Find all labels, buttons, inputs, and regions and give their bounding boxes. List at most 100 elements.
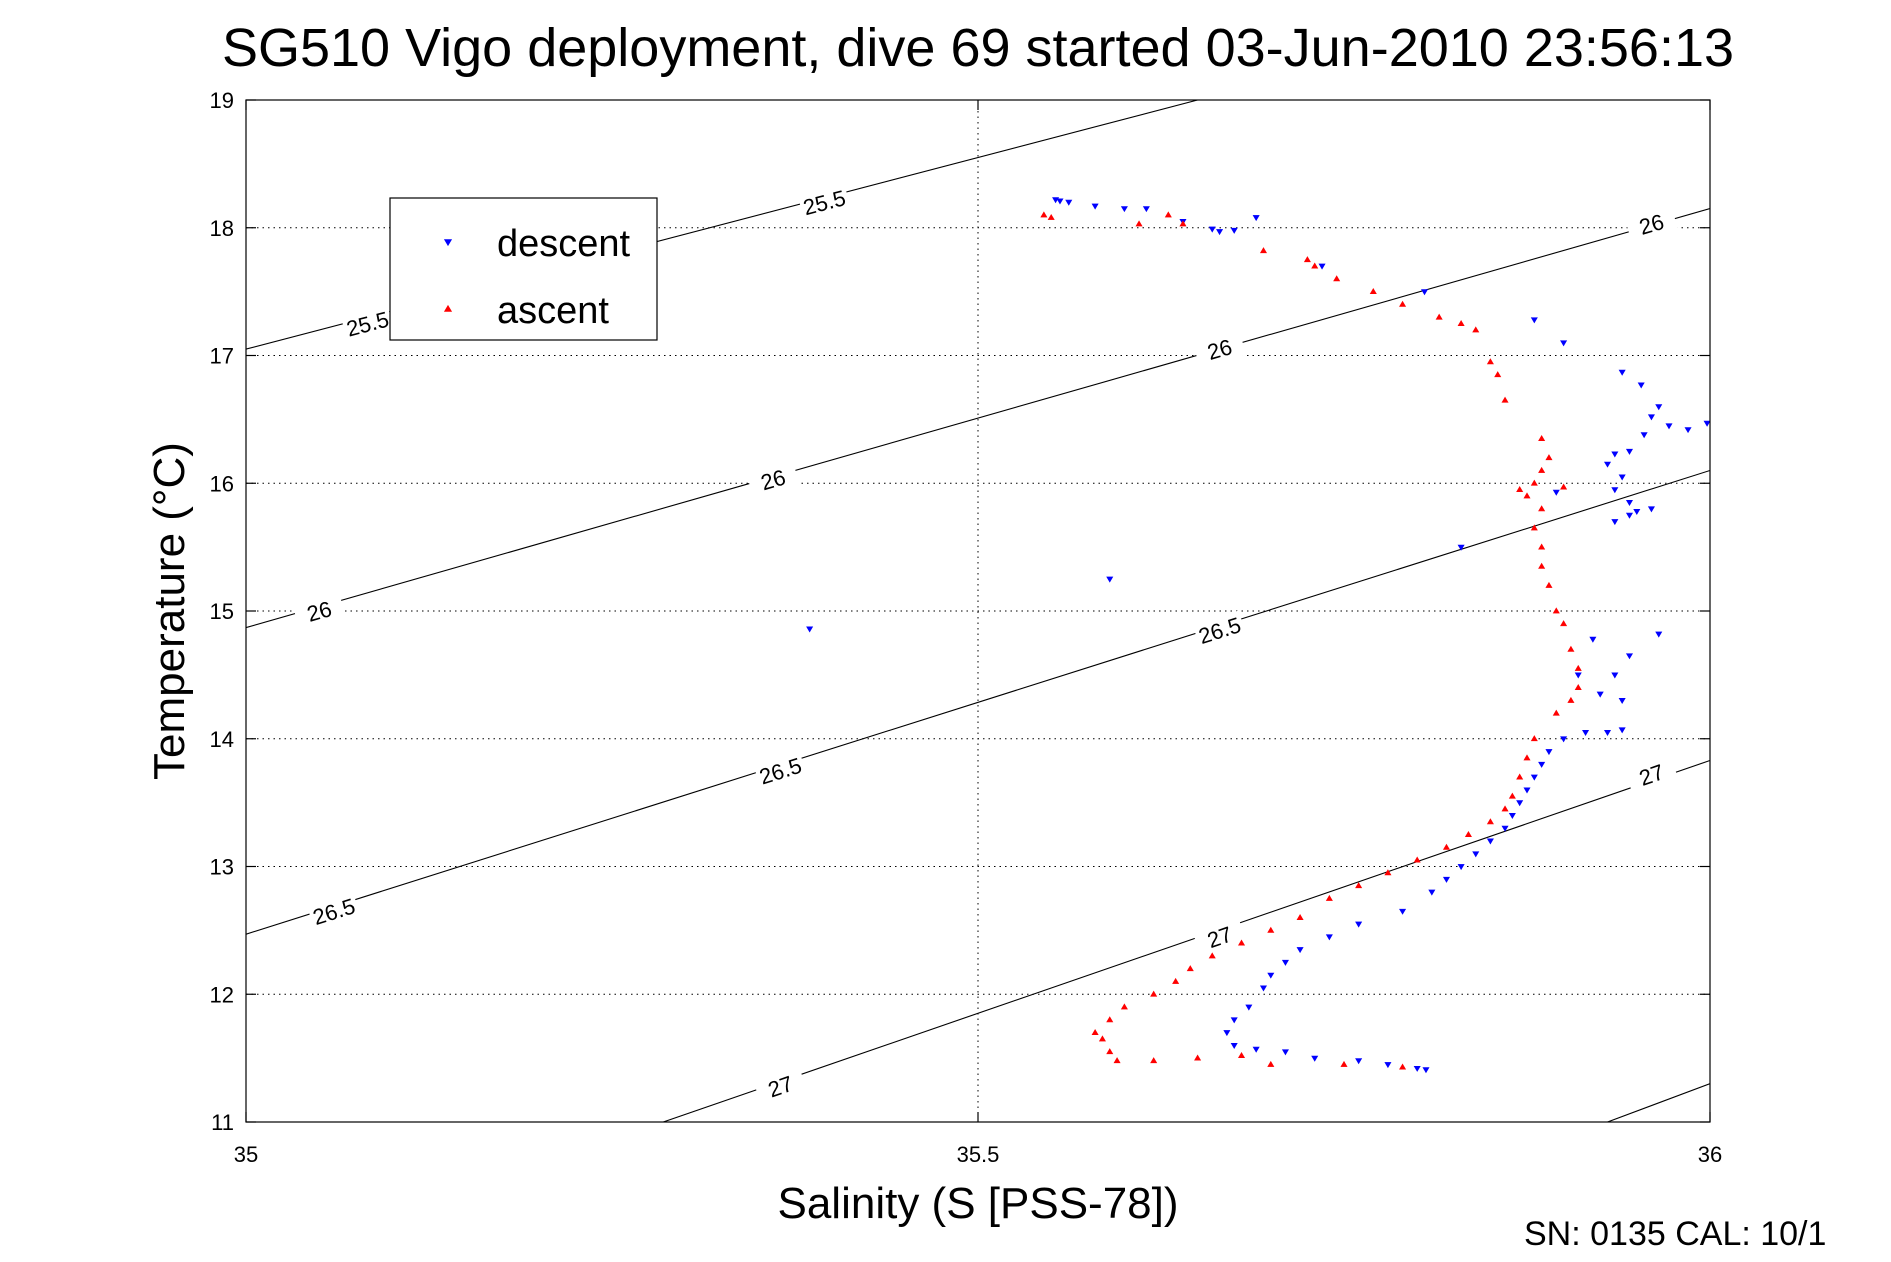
- descent-point-55: [1486, 838, 1494, 845]
- ascent-point-66: [1399, 1063, 1407, 1070]
- contour-label-gap: [797, 183, 851, 221]
- legend: descent ascent: [389, 197, 658, 341]
- ascent-point-47: [1325, 894, 1333, 901]
- ascent-point-6: [1303, 256, 1311, 263]
- ascent-point-49: [1267, 926, 1275, 933]
- ascent-point-46: [1355, 882, 1363, 889]
- ascent-point-17: [1538, 434, 1546, 441]
- ascent-point-32: [1574, 664, 1582, 671]
- contour-label-26-5-2: 26.5: [1192, 610, 1247, 650]
- ascent-point-0: [1040, 211, 1048, 218]
- legend-label-descent: descent: [497, 223, 631, 265]
- series-descent: [806, 197, 1710, 1074]
- descent-point-40: [1589, 636, 1597, 643]
- ascent-point-21: [1523, 492, 1531, 499]
- y-tick-label-11: 11: [211, 1110, 234, 1135]
- descent-point-34: [1457, 544, 1465, 551]
- ascent-point-29: [1552, 607, 1560, 614]
- ascent-point-24: [1538, 505, 1546, 512]
- descent-point-20: [1703, 420, 1710, 427]
- ascent-point-59: [1106, 1048, 1114, 1055]
- descent-point-62: [1325, 934, 1333, 941]
- descent-point-39: [1611, 672, 1619, 679]
- contour-label-gap: [1192, 916, 1247, 957]
- ascent-point-39: [1508, 792, 1516, 799]
- contour-label-25-5-0: 25.5: [341, 304, 395, 343]
- descent-point-46: [1582, 729, 1590, 736]
- contour-label-26-3: 26: [1624, 204, 1679, 244]
- descent-point-2: [1065, 199, 1073, 206]
- contour-label-gap: [292, 591, 346, 631]
- ascent-point-37: [1523, 754, 1531, 761]
- ascent-point-64: [1267, 1060, 1275, 1067]
- descent-point-12: [1420, 289, 1429, 296]
- ascent-point-12: [1457, 319, 1465, 326]
- descent-point-16: [1637, 382, 1645, 389]
- descent-point-25: [1603, 461, 1612, 468]
- descent-point-41: [1574, 672, 1582, 679]
- ascent-point-26: [1538, 543, 1546, 550]
- series-ascent: [1040, 211, 1582, 1070]
- contour-label-26-5-1: 26.5: [753, 751, 808, 791]
- ascent-point-22: [1516, 486, 1524, 493]
- descent-point-29: [1633, 508, 1641, 515]
- descent-point-51: [1523, 787, 1531, 794]
- contour-label-gap: [341, 304, 395, 343]
- x-tick-label-35-5: 35.5: [957, 1142, 1000, 1167]
- ascent-point-14: [1486, 358, 1494, 365]
- ascent-point-7: [1311, 262, 1319, 269]
- descent-point-47: [1560, 736, 1568, 743]
- ascent-point-63: [1237, 1051, 1246, 1058]
- contour-label-26-1: 26: [746, 460, 800, 499]
- descent-point-8: [1216, 229, 1224, 236]
- descent-point-31: [1625, 512, 1634, 519]
- contour-label-27-1: 27: [1192, 916, 1247, 957]
- ascent-point-15: [1494, 371, 1502, 378]
- descent-point-68: [1230, 1017, 1238, 1024]
- y-tick-label-12: 12: [210, 982, 234, 1007]
- ascent-point-53: [1172, 977, 1180, 984]
- ascent-point-2: [1164, 211, 1172, 218]
- descent-point-3: [1091, 203, 1099, 210]
- ascent-point-65: [1340, 1060, 1348, 1067]
- contour-label-26-0: 26: [292, 591, 346, 631]
- descent-point-9: [1230, 227, 1238, 234]
- contour-label-26-2: 26: [1192, 330, 1247, 369]
- ascent-point-13: [1472, 326, 1480, 333]
- descent-point-35: [1106, 576, 1114, 583]
- descent-point-5: [1142, 206, 1150, 213]
- contour-label-25-5-1: 25.5: [797, 183, 851, 221]
- descent-point-19: [1684, 427, 1692, 434]
- ascent-point-20: [1530, 479, 1538, 486]
- descent-point-33: [1552, 489, 1560, 496]
- serial-calibration-note: SN: 0135 CAL: 10/1: [1524, 1215, 1826, 1253]
- descent-point-4: [1120, 206, 1128, 213]
- ascent-point-28: [1545, 581, 1553, 588]
- grid: [246, 100, 1711, 1122]
- ascent-point-56: [1106, 1016, 1114, 1023]
- ascent-point-34: [1567, 696, 1575, 703]
- contour-label-27-2: 27: [1624, 754, 1679, 795]
- ascent-point-16: [1501, 396, 1509, 403]
- descent-point-21: [1647, 414, 1655, 421]
- descent-point-30: [1647, 506, 1655, 513]
- ascent-point-41: [1486, 818, 1494, 825]
- contour-label-gap: [1624, 204, 1679, 244]
- contour-label-gap: [746, 460, 800, 499]
- descent-point-38: [1625, 653, 1634, 660]
- x-tick-label-36: 36: [1698, 1142, 1722, 1167]
- ascent-point-42: [1464, 830, 1472, 837]
- chart-title: SG510 Vigo deployment, dive 69 started 0…: [222, 18, 1734, 78]
- x-tick-label-35: 35: [234, 1142, 258, 1167]
- y-tick-label-19: 19: [210, 88, 234, 113]
- descent-point-66: [1259, 985, 1268, 992]
- ascent-point-36: [1530, 735, 1538, 742]
- y-tick-label-13: 13: [210, 855, 234, 880]
- ascent-point-60: [1113, 1057, 1121, 1064]
- descent-point-74: [1355, 1058, 1363, 1065]
- ascent-point-40: [1501, 805, 1509, 812]
- descent-point-37: [1655, 631, 1663, 638]
- legend-marker-ascent: [443, 304, 453, 312]
- descent-point-1: [1056, 198, 1064, 205]
- descent-point-44: [1618, 727, 1626, 734]
